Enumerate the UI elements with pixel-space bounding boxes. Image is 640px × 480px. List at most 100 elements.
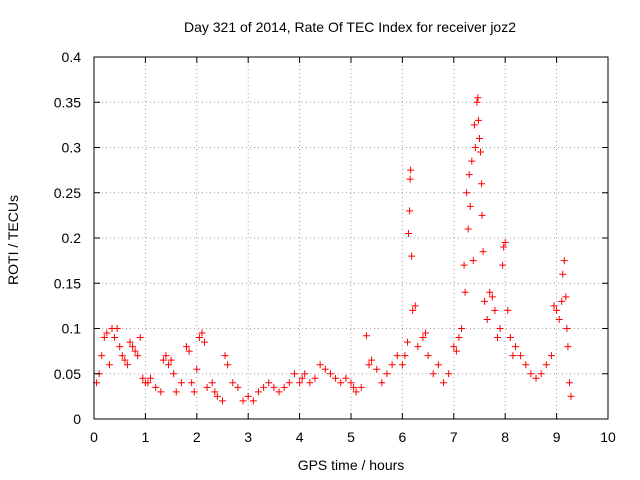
data-point <box>157 388 165 396</box>
x-axis-ticks: 0 1 2 3 4 5 6 7 8 9 10 <box>90 57 616 445</box>
data-point <box>564 343 572 351</box>
data-point <box>469 257 477 265</box>
data-point <box>486 288 494 296</box>
x-axis-label: GPS time / hours <box>298 457 405 473</box>
data-point <box>177 379 185 387</box>
data-point <box>198 329 206 337</box>
data-point <box>465 171 473 179</box>
data-point <box>562 293 570 301</box>
data-point <box>429 370 437 378</box>
data-point <box>337 379 345 387</box>
data-point <box>383 370 391 378</box>
data-point <box>111 334 119 342</box>
data-point <box>159 356 167 364</box>
x-tick-label: 8 <box>501 429 509 445</box>
data-point <box>270 383 278 391</box>
data-point <box>213 392 221 400</box>
data-point <box>504 306 512 314</box>
data-point <box>234 383 242 391</box>
x-tick-label: 1 <box>142 429 150 445</box>
data-point <box>414 343 422 351</box>
data-point <box>373 365 381 373</box>
data-point <box>193 365 201 373</box>
data-point <box>478 180 486 188</box>
data-point <box>190 388 198 396</box>
data-point <box>567 392 575 400</box>
data-point <box>468 157 476 165</box>
data-point <box>509 352 517 360</box>
data-point <box>555 315 563 323</box>
data-point <box>290 370 298 378</box>
data-point <box>411 302 419 310</box>
data-point <box>406 175 414 183</box>
x-tick-label: 4 <box>296 429 304 445</box>
data-point <box>471 144 479 151</box>
data-point <box>532 374 540 382</box>
data-point <box>136 334 144 342</box>
data-point <box>285 379 293 387</box>
data-point <box>455 334 463 342</box>
data-point <box>553 306 561 314</box>
data-point <box>188 379 196 387</box>
data-point <box>474 116 482 124</box>
data-point <box>408 252 416 260</box>
data-point <box>254 388 262 396</box>
data-point <box>265 379 273 387</box>
data-point <box>500 243 508 251</box>
data-point <box>129 343 137 351</box>
data-point <box>347 379 355 387</box>
data-point <box>483 315 491 323</box>
data-point <box>172 388 180 396</box>
data-point <box>195 334 203 342</box>
data-point <box>547 352 555 360</box>
data-point <box>296 379 304 387</box>
y-tick-label: 0 <box>73 411 81 427</box>
data-point <box>301 370 309 378</box>
data-point <box>244 392 252 400</box>
data-point <box>208 379 216 387</box>
data-point <box>105 361 113 369</box>
data-point <box>493 334 501 342</box>
data-point <box>134 352 142 360</box>
data-point <box>275 388 283 396</box>
data-point <box>393 352 401 360</box>
data-point <box>362 332 370 340</box>
data-point <box>147 374 155 382</box>
data-point <box>152 383 160 391</box>
data-point <box>165 361 173 369</box>
data-point <box>550 302 558 310</box>
y-axis-ticks: 0 0.05 0.1 0.15 0.2 0.25 0.3 0.35 0.4 <box>54 49 608 427</box>
x-tick-label: 5 <box>347 429 355 445</box>
y-tick-label: 0.2 <box>62 230 82 246</box>
data-point <box>221 352 229 360</box>
data-point <box>445 370 453 378</box>
data-point <box>342 374 350 382</box>
data-point <box>473 98 481 106</box>
data-point <box>100 334 108 342</box>
data-point <box>121 356 129 364</box>
y-tick-label: 0.1 <box>62 321 82 337</box>
data-point <box>113 325 121 332</box>
data-point <box>477 148 485 156</box>
data-point <box>466 202 474 210</box>
data-point <box>316 361 324 369</box>
data-point <box>450 343 458 351</box>
data-point <box>103 329 111 337</box>
data-point <box>488 293 496 301</box>
data-point <box>219 397 226 405</box>
data-point <box>478 211 486 219</box>
data-point <box>464 225 472 233</box>
data-point <box>332 374 340 382</box>
data-point <box>559 270 567 278</box>
y-axis-label: ROTI / TECUs <box>5 195 21 285</box>
data-point <box>229 379 237 387</box>
data-point <box>350 383 358 391</box>
data-point <box>170 370 178 378</box>
x-tick-label: 3 <box>244 429 252 445</box>
data-point <box>434 361 442 369</box>
data-point <box>481 297 489 305</box>
data-point <box>560 257 568 265</box>
data-point <box>139 374 147 382</box>
data-point <box>357 383 365 391</box>
data-point <box>211 388 219 396</box>
